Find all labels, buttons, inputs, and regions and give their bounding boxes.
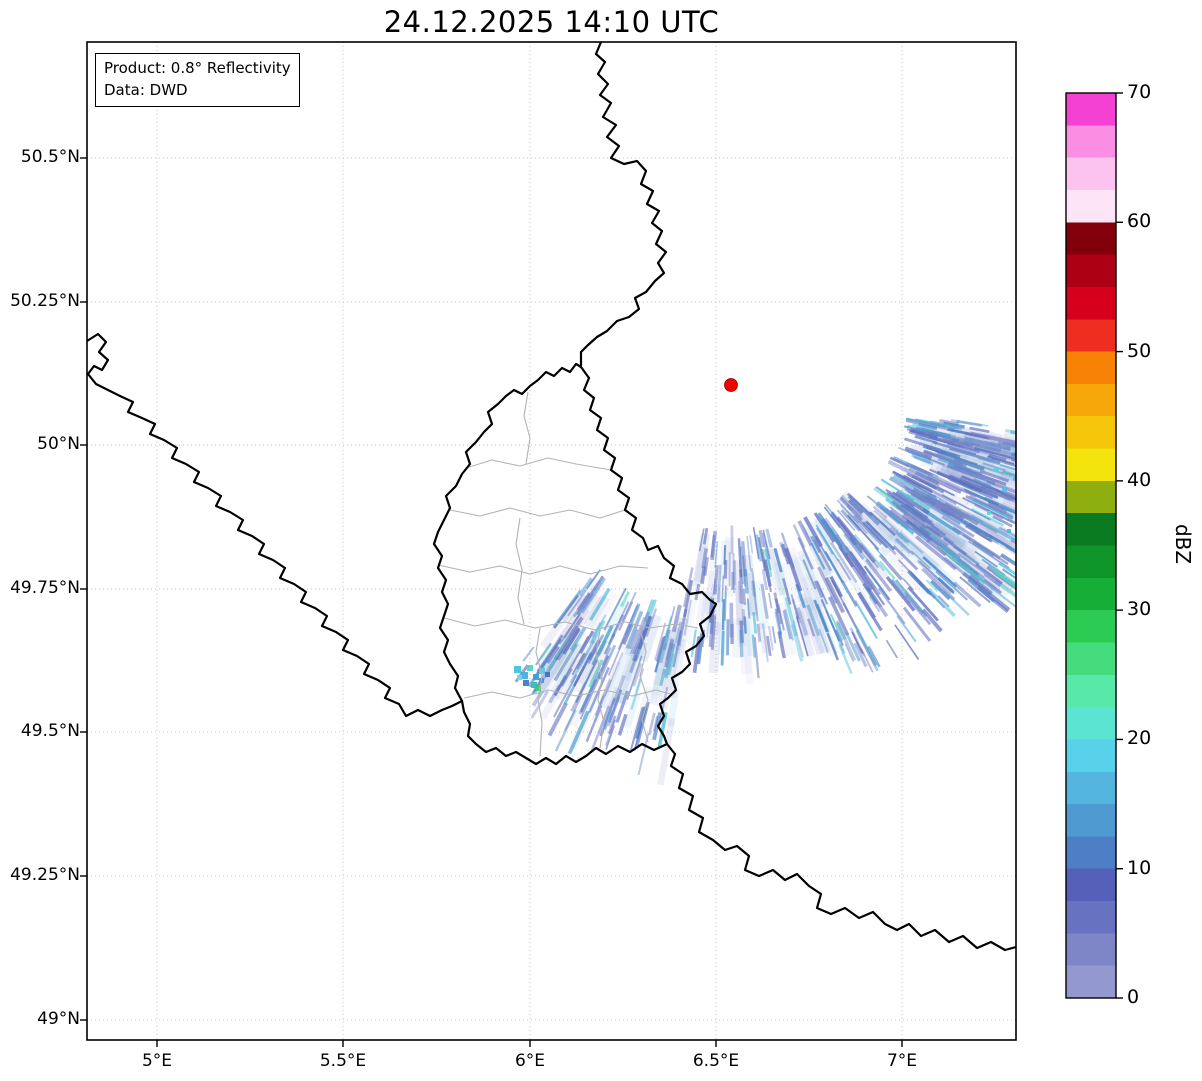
colorbar-tick-label: 70 (1127, 81, 1152, 103)
annotation-product-line: Product: 0.8° Reflectivity (104, 59, 291, 77)
colorbar-tick-label: 10 (1127, 856, 1152, 879)
y-tick-label: 49°N (37, 1009, 80, 1029)
x-tick-label: 6.5°E (692, 1051, 740, 1071)
colorbar-tick-label: 20 (1127, 727, 1152, 750)
colorbar-tick-label: 30 (1127, 598, 1152, 621)
country-borders (87, 42, 1016, 952)
y-tick-label: 49.5°N (20, 721, 80, 741)
radar-site-marker (724, 378, 738, 392)
radar-echoes (514, 417, 1016, 786)
y-tick-label: 50.5°N (20, 147, 80, 167)
x-tick-label: 5°E (141, 1051, 173, 1071)
x-tick-label: 5.5°E (319, 1051, 367, 1071)
plot-title: 24.12.2025 14:10 UTC (383, 5, 720, 39)
colorbar-tick-label: 40 (1127, 468, 1152, 491)
colorbar-tick-label: 50 (1127, 339, 1152, 362)
colorbar (1065, 92, 1123, 999)
y-tick-label: 49.25°N (10, 865, 80, 885)
x-tick-label: 7°E (886, 1051, 918, 1071)
colorbar-tick-label: 60 (1127, 210, 1152, 233)
annotation-source-line: Data: DWD (104, 80, 188, 99)
x-tick-label: 6°E (514, 1051, 546, 1071)
y-tick-label: 50°N (37, 434, 80, 454)
y-tick-label: 49.75°N (10, 578, 80, 598)
annotation-box: Product: 0.8° Reflectivity Data: DWD (95, 53, 300, 107)
colorbar-axis-label: dBZ (1171, 523, 1195, 565)
plot-frame (86, 41, 1017, 1041)
colorbar-outline (1065, 92, 1117, 999)
colorbar-tick-label: 0 (1127, 986, 1140, 1008)
y-tick-label: 50.25°N (10, 291, 80, 311)
region-borders (437, 391, 699, 757)
